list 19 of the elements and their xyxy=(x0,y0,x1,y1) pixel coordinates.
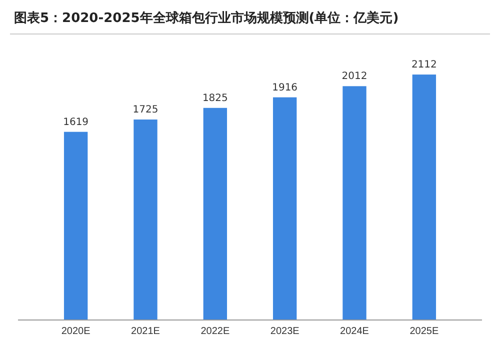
x-tick-label: 2020E xyxy=(61,326,91,337)
x-tick-label: 2023E xyxy=(270,326,300,337)
data-label: 2012 xyxy=(342,71,368,82)
x-tick-label: 2021E xyxy=(131,326,160,337)
bar xyxy=(64,132,88,320)
data-label: 2112 xyxy=(411,60,437,71)
bar xyxy=(134,120,158,320)
data-label: 1916 xyxy=(272,82,298,94)
chart-title: 图表5：2020-2025年全球箱包行业市场规模预测(单位：亿美元) xyxy=(14,10,399,26)
bar xyxy=(412,74,436,320)
bar xyxy=(203,108,228,320)
bar xyxy=(272,97,297,320)
x-tick-label: 2022E xyxy=(200,326,230,337)
data-label: 1619 xyxy=(63,116,89,128)
data-label: 1825 xyxy=(202,92,228,104)
x-tick-label: 2024E xyxy=(340,326,370,337)
x-tick-label: 2025E xyxy=(410,326,439,337)
data-label: 1725 xyxy=(132,104,158,116)
bar xyxy=(342,86,366,320)
